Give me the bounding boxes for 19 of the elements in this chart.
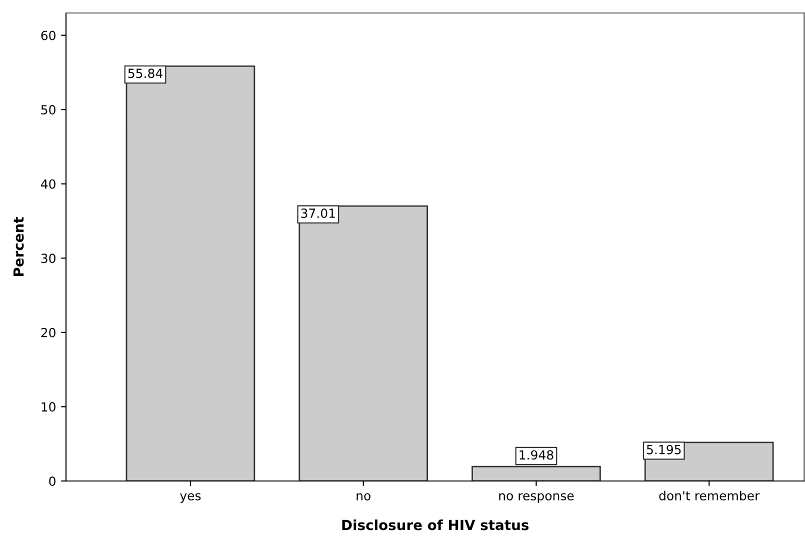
bar [298,205,428,481]
data-label: 5.195 [646,444,681,454]
x-tick-label: no response [499,493,574,503]
y-tick-label: 40 [40,179,56,189]
y-tick-label: 0 [49,476,56,486]
x-tick-label: no [356,493,370,500]
data-label: 1.948 [520,450,554,460]
x-axis-title: Disclosure of HIV status [342,519,529,530]
x-tick-label: yes [180,493,201,503]
y-tick-label: 60 [41,30,56,40]
y-tick-label: 20 [41,328,56,338]
y-tick-label: 30 [41,254,56,264]
bar [126,65,256,481]
data-label: 37.01 [301,208,335,218]
x-tick-label: don't remember [659,490,760,500]
y-axis-title: Percent [13,217,24,276]
y-tick-label: 10 [42,402,56,412]
y-tick-label: 50 [41,105,56,114]
data-label: 55.84 [128,68,162,78]
